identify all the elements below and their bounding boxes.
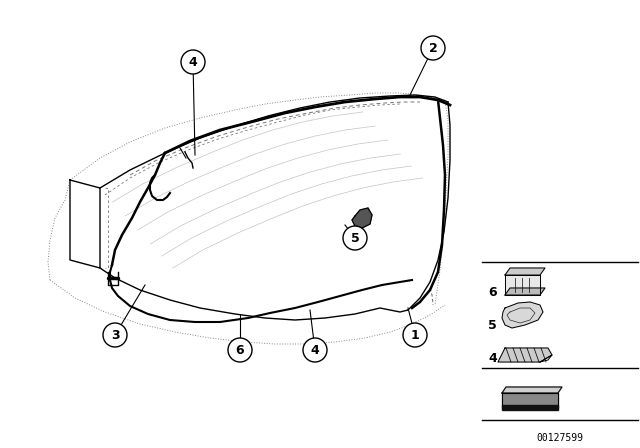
Polygon shape [352,208,372,228]
Polygon shape [502,393,558,408]
Text: 5: 5 [351,232,360,245]
Polygon shape [498,348,552,362]
Text: 6: 6 [488,285,497,298]
Text: 1: 1 [411,328,419,341]
Polygon shape [505,268,545,275]
Text: 4: 4 [488,352,497,365]
Circle shape [228,338,252,362]
Polygon shape [505,288,545,295]
Circle shape [181,50,205,74]
Circle shape [403,323,427,347]
Polygon shape [502,405,558,410]
Text: 4: 4 [189,56,197,69]
Text: 5: 5 [488,319,497,332]
Text: 4: 4 [310,344,319,357]
Polygon shape [502,387,562,393]
Text: 6: 6 [236,344,244,357]
Circle shape [303,338,327,362]
Polygon shape [505,275,540,295]
Circle shape [343,226,367,250]
Polygon shape [502,302,543,328]
Text: 00127599: 00127599 [536,433,584,443]
Text: 2: 2 [429,42,437,55]
Text: 3: 3 [111,328,119,341]
Circle shape [103,323,127,347]
Circle shape [421,36,445,60]
